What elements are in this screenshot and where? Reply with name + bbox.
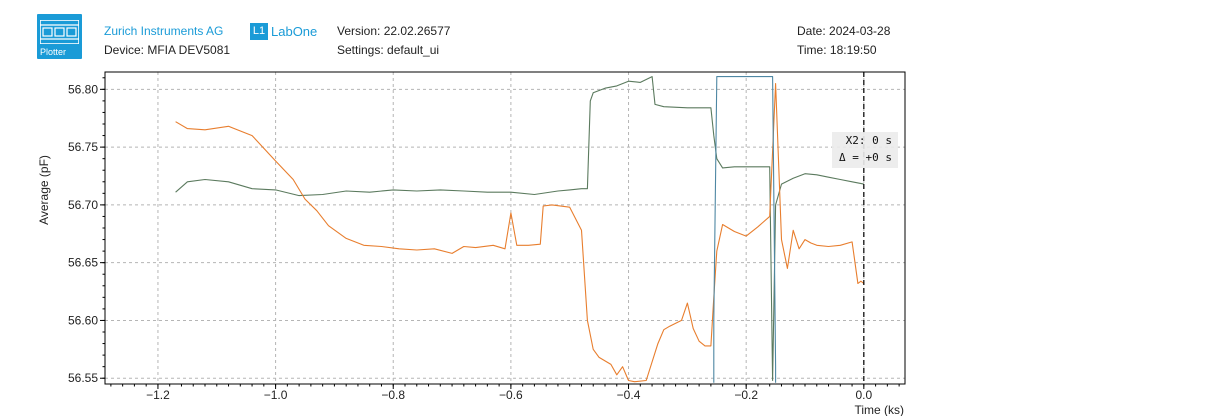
x-tick-label: −1.0 xyxy=(264,388,288,402)
x-tick-label: −0.4 xyxy=(617,388,641,402)
device-info: Device: MFIA DEV5081 xyxy=(104,43,231,57)
y-tick-label: 56.65 xyxy=(68,256,98,270)
x-tick-label: −0.2 xyxy=(734,388,758,402)
y-tick-label: 56.70 xyxy=(68,198,98,212)
company-name: Zurich Instruments AG xyxy=(104,24,224,38)
y-tick-label: 56.60 xyxy=(68,313,98,327)
x-tick-label: −0.6 xyxy=(499,388,523,402)
y-axis-label: Average (pF) xyxy=(37,155,51,225)
axis-ticks: −1.2 −1.0 −0.8 −0.6 −0.4 −0.2 0.0 56.55 56.60 56.… xyxy=(68,77,900,402)
x-tick-label: −0.8 xyxy=(381,388,405,402)
cursor-readout: X2: 0 s Δ = +0 s xyxy=(832,132,898,168)
date-info: Date: 2024-03-28 xyxy=(797,24,891,38)
plot-frame xyxy=(104,71,906,385)
series-group xyxy=(175,76,865,383)
plotter-logo: Plotter xyxy=(37,14,82,59)
y-tick-label: 56.80 xyxy=(68,82,98,96)
y-tick-label: 56.55 xyxy=(68,371,98,385)
y-tick-label: 56.75 xyxy=(68,140,98,154)
x-tick-label: −1.2 xyxy=(146,388,170,402)
cursor-x2-readout: X2: 0 s xyxy=(845,134,892,147)
plot-header: Plotter Zurich Instruments AG Device: MF… xyxy=(0,0,1210,66)
labone-name: LabOne xyxy=(271,24,318,40)
series-line-3 xyxy=(713,76,777,383)
film-strip-icon xyxy=(40,20,79,44)
grid-lines xyxy=(105,72,905,384)
series-line-1 xyxy=(175,76,864,382)
settings-info: Settings: default_ui xyxy=(337,43,440,57)
time-info: Time: 18:19:50 xyxy=(797,43,877,57)
labone-brand: L1 LabOne xyxy=(250,23,318,41)
labone-badge-icon: L1 xyxy=(250,23,268,41)
x-axis-label: Time (ks) xyxy=(854,403,904,416)
x-tick-label: 0.0 xyxy=(855,388,872,402)
logo-label: Plotter xyxy=(40,47,67,57)
series-line-2 xyxy=(175,83,865,383)
version-info: Version: 22.02.26577 xyxy=(337,24,451,38)
cursor-delta-readout: Δ = +0 s xyxy=(839,151,892,164)
